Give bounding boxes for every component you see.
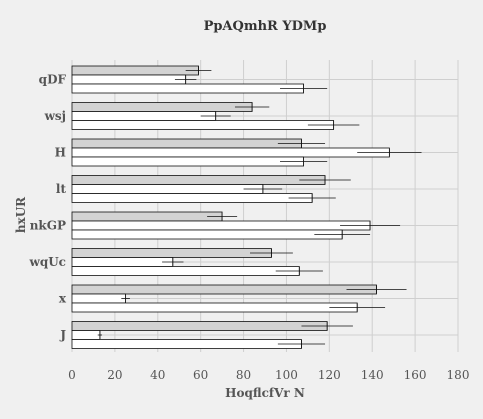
category-label: H (55, 146, 66, 160)
bar (71, 284, 377, 295)
bar (71, 102, 253, 112)
bar (71, 175, 326, 185)
bar (71, 266, 300, 276)
category-label: wqUc (29, 255, 67, 269)
bar (71, 220, 371, 231)
category-label: J (59, 328, 66, 342)
x-tick-label: 80 (236, 368, 251, 382)
x-tick-label: 180 (447, 368, 470, 382)
bar (71, 257, 174, 267)
category-labels: qDF wsj Hlt nkGP wqUc x J (29, 73, 67, 343)
x-tick-labels: 0 20 40 60 80 100 120 140 160 180 (68, 368, 469, 382)
bar (71, 74, 187, 85)
category-label: x (59, 292, 67, 306)
x-tick-label: 40 (150, 368, 165, 382)
bar (71, 229, 343, 240)
bar (71, 147, 390, 158)
category-label: lt (56, 182, 67, 196)
category-label: wsj (44, 109, 66, 123)
bar (71, 321, 328, 331)
bar (71, 65, 199, 76)
bar (71, 302, 358, 313)
category-label: nkGP (30, 219, 66, 233)
category-label: qDF (39, 73, 67, 87)
x-tick-label: 140 (361, 368, 384, 382)
bar (71, 83, 305, 94)
chart-title: PpAQmhR YDMp (204, 19, 327, 34)
bar (71, 293, 127, 304)
bar (71, 138, 302, 149)
bar (71, 248, 272, 258)
x-axis-label: HoqflcfVr N (225, 386, 305, 400)
x-tick-label: 20 (107, 368, 122, 382)
x-tick-label: 60 (193, 368, 208, 382)
bars (71, 65, 422, 349)
bar (71, 193, 313, 203)
bar (71, 120, 335, 130)
bar (71, 339, 302, 349)
bar (71, 111, 217, 121)
y-axis-label: hxUR (14, 196, 28, 233)
bar (71, 211, 223, 222)
bar (71, 330, 101, 340)
bar (71, 156, 305, 167)
x-tick-label: 120 (318, 368, 341, 382)
x-tick-label: 100 (275, 368, 298, 382)
x-tick-label: 160 (404, 368, 427, 382)
bar (71, 184, 264, 194)
x-tick-label: 0 (68, 368, 76, 382)
